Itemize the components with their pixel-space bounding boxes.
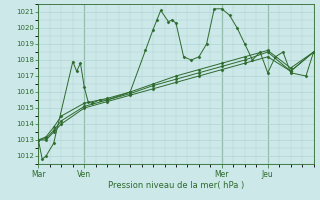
X-axis label: Pression niveau de la mer( hPa ): Pression niveau de la mer( hPa ) bbox=[108, 181, 244, 190]
